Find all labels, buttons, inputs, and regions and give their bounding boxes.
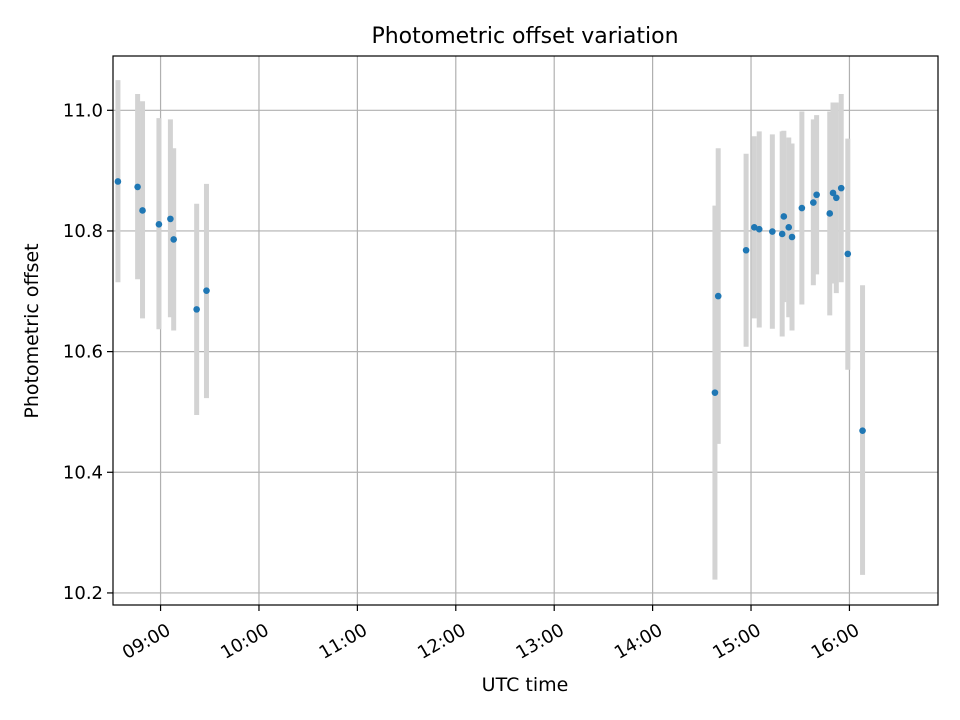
data-point	[711, 389, 719, 396]
data-point	[134, 183, 141, 191]
data-point	[139, 207, 146, 214]
grid-lines	[113, 56, 938, 605]
y-tick-label: 11.0	[63, 100, 103, 121]
x-tick-label: 10:00	[217, 620, 272, 664]
x-axis-label: UTC time	[482, 674, 569, 696]
data-point	[170, 236, 177, 243]
data-point	[788, 233, 796, 241]
data-point	[193, 306, 200, 313]
data-point	[778, 230, 786, 238]
y-tick-label: 10.4	[63, 462, 103, 483]
x-tick-label: 13:00	[512, 620, 567, 664]
data-point	[798, 204, 806, 212]
plot-frame	[112, 55, 939, 606]
data-point	[829, 189, 837, 197]
data-point	[837, 184, 845, 192]
x-tick-label: 15:00	[709, 620, 764, 664]
data-point	[844, 250, 852, 258]
y-axis-label: Photometric offset	[21, 243, 43, 418]
data-point	[769, 228, 776, 235]
x-tick-label: 14:00	[611, 620, 666, 664]
data-point	[167, 215, 174, 223]
data-point	[859, 427, 866, 434]
data-point	[813, 191, 820, 199]
data-point	[203, 287, 210, 294]
data-point	[810, 199, 817, 206]
y-tick-label: 10.6	[63, 342, 103, 363]
data-point	[742, 246, 750, 254]
y-tick-label: 10.8	[63, 221, 103, 242]
chart-title: Photometric offset variation	[371, 24, 678, 49]
x-tick-label: 12:00	[414, 620, 469, 664]
data-points	[114, 178, 866, 434]
data-point	[114, 178, 122, 185]
data-point	[826, 210, 834, 217]
data-point	[714, 292, 722, 300]
data-point	[780, 213, 788, 220]
x-tick-label: 09:00	[119, 620, 174, 664]
x-tick-label: 11:00	[316, 620, 371, 664]
data-point	[785, 224, 793, 231]
axis-ticks: 09:00 10:00 11:00 12:00 13:00 14:00 15:00 16:00…	[63, 100, 863, 663]
data-point	[755, 225, 763, 233]
y-tick-label: 10.2	[63, 583, 103, 604]
data-point	[833, 194, 840, 202]
data-point	[155, 221, 163, 228]
x-tick-label: 16:00	[808, 620, 863, 664]
